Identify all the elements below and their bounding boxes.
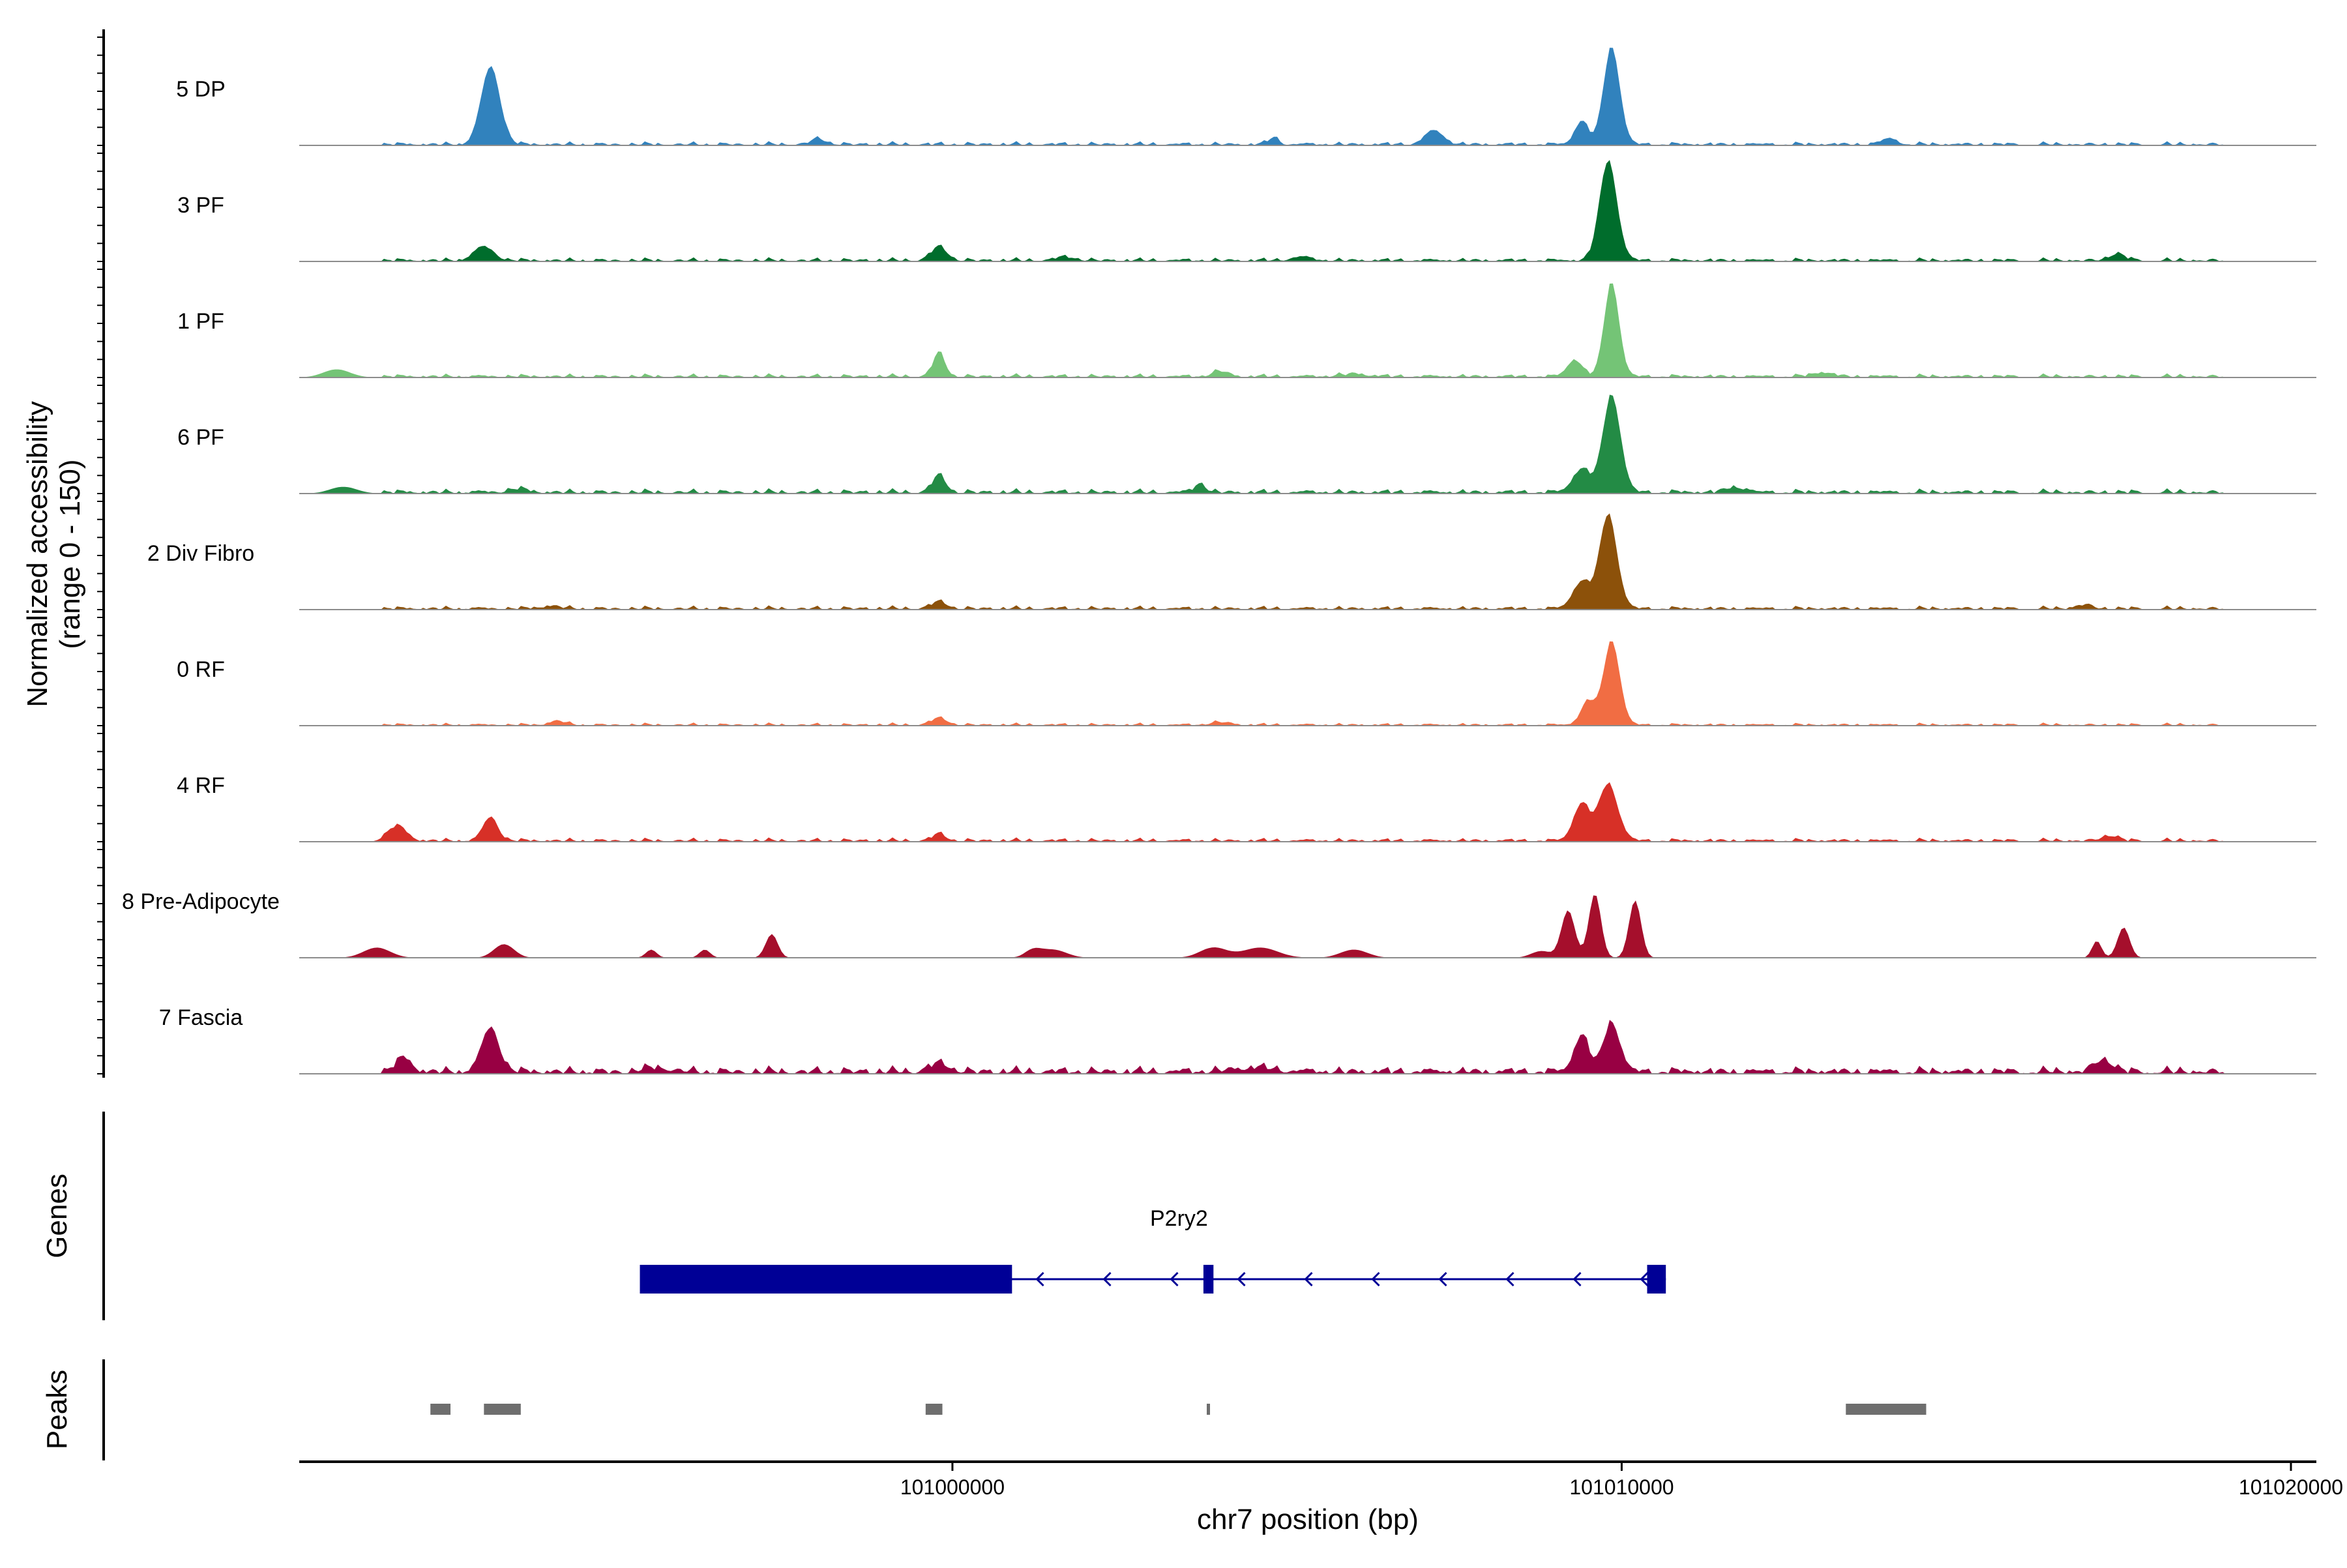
track-label: 8 Pre-Adipocyte [122,889,280,914]
coverage-area [299,641,2316,726]
gene-name-label: P2ry2 [1150,1206,1208,1231]
track-label: 0 RF [177,657,225,682]
coverage-area [299,895,2316,958]
peaks-panel: Peaks [41,1359,1926,1460]
peak-region [1207,1404,1210,1415]
track-label: 3 PF [177,193,224,218]
y-axis-title-line1: Normalized accessibility [22,401,53,707]
gene-exon [1647,1265,1666,1294]
track-label: 5 DP [176,77,226,102]
track-3-pf: 3 PF [177,160,2316,262]
track-4-rf: 4 RF [177,773,2316,842]
gene-models: P2ry2 [640,1206,1666,1294]
y-axis-title-line2: (range 0 - 150) [54,459,86,649]
coverage-area [299,782,2316,842]
strand-arrow [1304,1271,1313,1287]
peaks-panel-title: Peaks [41,1370,73,1449]
strand-arrow [1572,1271,1582,1287]
coverage-area [299,283,2316,377]
track-label: 6 PF [177,425,224,450]
strand-arrow [1170,1271,1179,1287]
peak-region [925,1404,943,1415]
x-axis-ticks: 101000000 101010000 101020000 [900,1462,2343,1499]
track-label: 4 RF [177,773,225,798]
coverage-area [299,513,2316,610]
track-6-pf: 6 PF [177,394,2316,494]
genes-panel-title: Genes [41,1174,73,1258]
peak-region [430,1404,450,1415]
genes-panel: Genes P2ry2 [41,1112,1666,1320]
strand-arrow [1505,1271,1514,1287]
track-1-pf: 1 PF [177,283,2316,378]
gene-exon [1203,1265,1214,1294]
x-tick-label: 101020000 [2239,1475,2343,1499]
track-8-pre-adipocyte: 8 Pre-Adipocyte [122,889,2316,958]
strand-arrow [1640,1271,1649,1287]
strand-arrow [1237,1271,1246,1287]
peak-region [1846,1404,1926,1415]
strand-arrow [1035,1271,1044,1287]
coverage-tracks: 5 DP 3 PF 1 PF 6 PF 2 Div Fibro 0 RF 4 RF 8 Pre… [122,48,2316,1074]
peak-regions [430,1404,1926,1415]
coverage-area [299,160,2316,261]
strand-arrow [1102,1271,1112,1287]
coverage-area [299,1020,2316,1074]
coverage-area [299,48,2316,145]
track-2-div-fibro: 2 Div Fibro [147,513,2316,610]
x-axis-title: chr7 position (bp) [1197,1503,1419,1535]
track-0-rf: 0 RF [177,641,2316,726]
track-label: 2 Div Fibro [147,541,254,566]
track-label: 7 Fascia [159,1005,243,1030]
peak-region [484,1404,521,1415]
coverage-y-axis [97,29,105,1078]
coverage-area [299,394,2316,494]
gene-p2ry2: P2ry2 [640,1206,1666,1294]
track-label: 1 PF [177,309,224,334]
gene-exon [640,1265,1012,1294]
x-tick-label: 101000000 [900,1475,1005,1499]
x-axis: 101000000 101010000 101020000 chr7 positio… [299,1460,2343,1535]
strand-arrow [1438,1271,1447,1287]
strand-arrow [1371,1271,1380,1287]
x-tick-label: 101010000 [1569,1475,1674,1499]
track-5-dp: 5 DP [176,48,2316,146]
track-7-fascia: 7 Fascia [159,1005,2316,1074]
